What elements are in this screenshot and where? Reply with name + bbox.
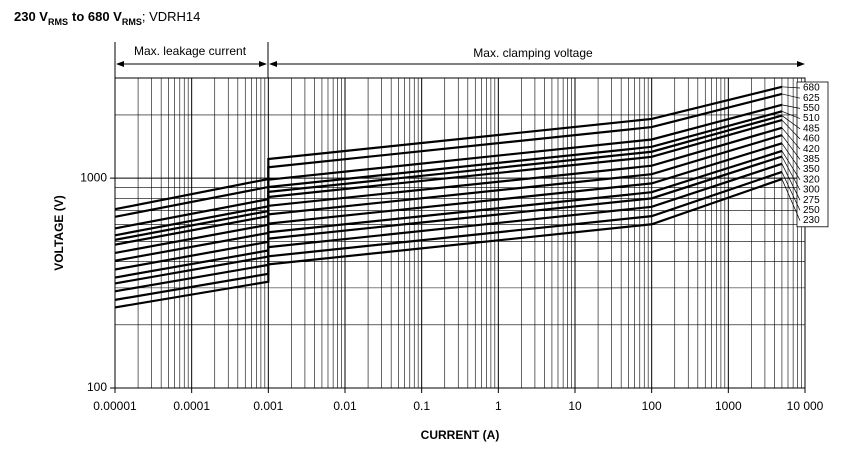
series-line (114, 155, 783, 285)
leader-line (781, 127, 801, 150)
legend-label: 230 (803, 215, 820, 226)
leader-line (781, 143, 801, 170)
legend-label: 550 (803, 103, 820, 114)
legend-label: 385 (803, 154, 820, 165)
annotation: Max. clamping voltage (473, 46, 593, 60)
x-tick-label: 1000 (715, 399, 742, 413)
series-line (114, 110, 783, 237)
series-line (114, 162, 783, 293)
series-line (114, 85, 783, 211)
leader-line (781, 163, 801, 201)
y-tick-label: 100 (87, 380, 107, 394)
x-tick-label: 0.00001 (93, 399, 137, 413)
leader-line (781, 115, 801, 130)
x-tick-label: 0.0001 (173, 399, 210, 413)
legend-label: 320 (803, 174, 820, 185)
series-line (114, 178, 783, 309)
x-tick-label: 1 (495, 399, 502, 413)
x-tick-label: 10 (568, 399, 582, 413)
x-tick-label: 0.01 (333, 399, 357, 413)
arrow-heads (116, 61, 805, 67)
y-tick-label: 1000 (80, 170, 107, 184)
series-line (114, 149, 783, 279)
series-line (114, 134, 783, 262)
leader-line (781, 119, 801, 140)
x-tick-label: 10 000 (787, 399, 824, 413)
annotation-arrows (114, 42, 803, 78)
plot-frame (114, 77, 806, 389)
leader-line (781, 156, 801, 191)
y-axis-label: VOLTAGE (V) (52, 195, 66, 271)
leader-line (781, 86, 801, 89)
series-line (114, 170, 783, 301)
legend-label: 510 (803, 113, 820, 124)
chart-title: 230 VRMS to 680 VRMS; VDRH14 (14, 9, 200, 27)
legend-label: 460 (803, 134, 820, 145)
annotation: Max. leakage current (134, 44, 247, 58)
title-part: ; VDRH14 (142, 9, 201, 24)
title-part: to 680 V (72, 9, 122, 24)
title-part: RMS (122, 17, 142, 27)
legend-label: 420 (803, 144, 820, 155)
leader-line (781, 134, 801, 160)
series-line (114, 119, 783, 246)
legend-label: 680 (803, 83, 820, 94)
leader-line (781, 104, 801, 109)
series-line (114, 103, 783, 230)
x-tick-label: 0.1 (413, 399, 430, 413)
series-line (114, 114, 783, 241)
series-line (114, 126, 783, 255)
x-axis-label: CURRENT (A) (421, 428, 500, 442)
legend-label: 275 (803, 195, 820, 206)
leader-line (781, 110, 801, 119)
title-part: RMS (48, 17, 68, 27)
legend-label: 625 (803, 93, 820, 104)
series-line (114, 142, 783, 271)
leader-line (781, 178, 801, 221)
leader-line (781, 93, 801, 99)
title-part: 230 V (14, 9, 48, 24)
legend-label: 350 (803, 164, 820, 175)
x-tick-label: 0.001 (253, 399, 283, 413)
series-line (114, 92, 783, 218)
leader-line (781, 150, 801, 180)
label-box (796, 81, 829, 228)
leader-line (781, 171, 801, 211)
legend-label: 300 (803, 185, 820, 196)
legend-label: 485 (803, 123, 820, 134)
x-tick-label: 100 (642, 399, 662, 413)
legend-label: 250 (803, 205, 820, 216)
